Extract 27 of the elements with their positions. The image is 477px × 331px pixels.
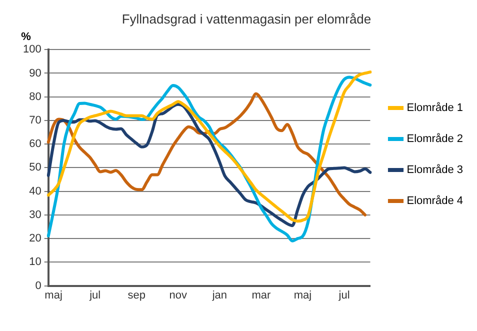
x-tick-label: sep [128, 289, 146, 302]
x-tick-label: nov [169, 289, 188, 302]
x-tick-label: maj [294, 289, 312, 302]
y-tick-label: 40 [29, 185, 42, 198]
y-axis-title: % [21, 31, 32, 44]
y-tick-label: 30 [29, 208, 42, 221]
x-tick-label: mar [252, 289, 272, 302]
y-tick-label: 100 [22, 44, 42, 56]
y-tick-label: 10 [29, 256, 42, 268]
chart-title: Fyllnadsgrad i vattenmagasin per elområde [122, 11, 372, 26]
x-tick-label: jan [211, 289, 228, 302]
x-tick-label: maj [44, 289, 62, 302]
legend-label: Elområde 4 [406, 195, 464, 208]
y-tick-label: 60 [29, 138, 42, 150]
line-series [46, 92, 367, 216]
x-tick-label: jul [88, 289, 101, 302]
y-tick-label: 80 [29, 90, 42, 103]
y-tick-label: 70 [29, 114, 42, 126]
x-tick-label: jul [338, 289, 350, 302]
legend-label: Elområde 1 [406, 102, 464, 114]
y-tick-label: 0 [35, 280, 42, 292]
y-tick-label: 20 [29, 232, 42, 245]
line-series [46, 102, 372, 228]
legend-label: Elområde 2 [406, 133, 464, 146]
y-tick-label: 90 [29, 67, 42, 80]
y-tick-label: 50 [29, 162, 42, 174]
legend-label: Elområde 3 [406, 164, 464, 176]
